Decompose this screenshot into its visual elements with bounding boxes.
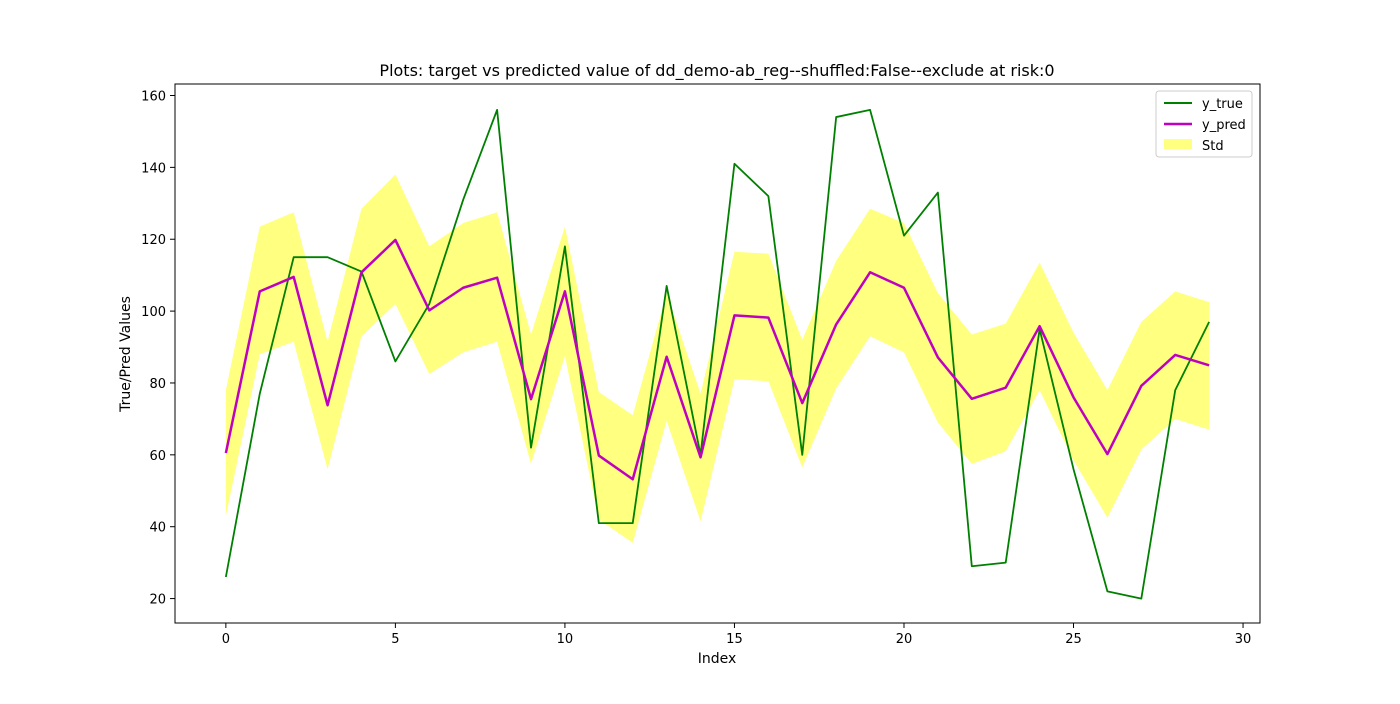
legend-label-std: Std xyxy=(1202,139,1224,154)
chart-title: Plots: target vs predicted value of dd_d… xyxy=(379,61,1054,81)
y-tick-label: 160 xyxy=(141,89,166,104)
x-tick-label: 0 xyxy=(222,632,230,647)
x-tick-label: 30 xyxy=(1235,632,1252,647)
series-line-layer xyxy=(224,108,1210,600)
x-tick-label: 10 xyxy=(557,632,574,647)
series-line-y-true xyxy=(224,108,1210,600)
x-axis: 0 5 10 15 20 25 30 xyxy=(222,623,1252,647)
y-tick-label: 120 xyxy=(141,233,166,248)
std-band-layer xyxy=(225,174,1210,543)
y-tick-label: 140 xyxy=(141,161,166,176)
std-band xyxy=(225,174,1210,543)
x-tick-label: 15 xyxy=(726,632,743,647)
legend-swatch-std xyxy=(1164,139,1192,149)
series-line-y-pred xyxy=(224,238,1210,481)
y-tick-label: 80 xyxy=(149,377,166,392)
x-tick-label: 5 xyxy=(391,632,399,647)
x-tick-label: 25 xyxy=(1065,632,1082,647)
y-tick-label: 20 xyxy=(149,593,166,608)
y-tick-label: 100 xyxy=(141,305,166,320)
legend: y_true y_pred Std xyxy=(1155,90,1253,158)
x-axis-label: Index xyxy=(698,651,737,667)
y-axis-label: True/Pred Values xyxy=(118,296,134,413)
legend-label-y-true: y_true xyxy=(1202,97,1243,112)
x-tick-label: 20 xyxy=(896,632,913,647)
plot-area-frame xyxy=(174,83,1261,624)
y-tick-label: 60 xyxy=(149,449,166,464)
y-tick-label: 40 xyxy=(149,521,166,536)
y-axis: 20 40 60 80 100 120 140 160 xyxy=(141,89,175,608)
legend-label-y-pred: y_pred xyxy=(1202,118,1246,133)
